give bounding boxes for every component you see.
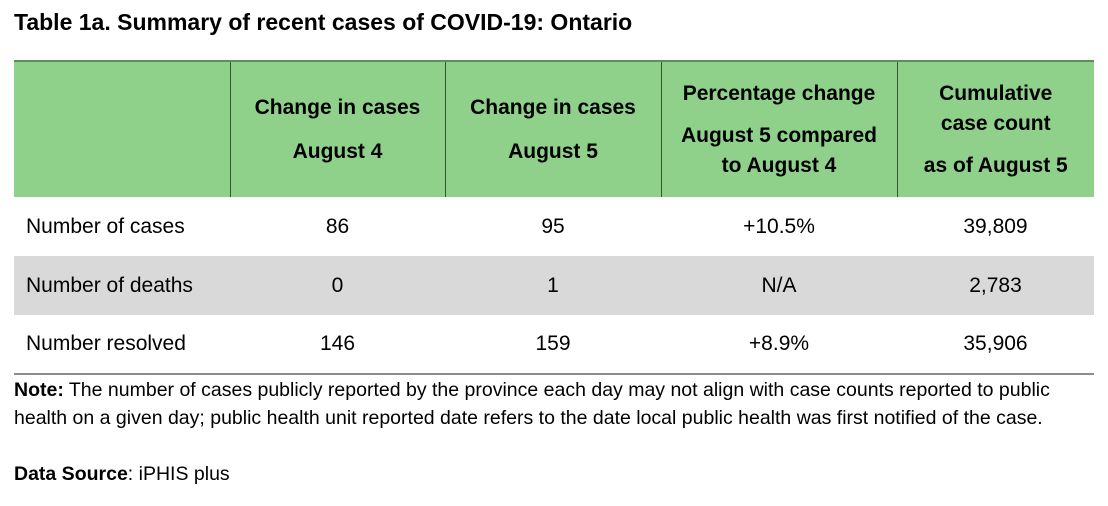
table-title: Table 1a. Summary of recent cases of COV… — [14, 9, 633, 35]
note-label: Note: — [14, 379, 64, 401]
covid-summary-table: Change in cases August 4 Change in cases… — [14, 60, 1094, 375]
cell-value: 2,783 — [969, 273, 1022, 297]
cell-value: 86 — [325, 214, 350, 238]
header-line: August 4 — [292, 139, 383, 163]
cell-value: 0 — [331, 273, 344, 297]
cell-value: 95 — [541, 214, 565, 238]
row-label-deaths: Number of deaths — [26, 273, 193, 297]
header-line: as of August 5 — [923, 153, 1068, 177]
header-cell-blank — [14, 61, 230, 197]
header-line: Cumulative — [939, 81, 1053, 105]
table-row: Number of cases 86 95 +10.5% 39,809 — [14, 197, 1094, 256]
header-line: Change in cases — [470, 95, 636, 119]
cell-value: +10.5% — [743, 214, 815, 238]
header-line: to August 4 — [721, 153, 837, 177]
data-source-label: Data Source — [14, 463, 128, 485]
note-text: The number of cases publicly reported by… — [14, 379, 1050, 429]
header-line: August 5 — [508, 139, 598, 163]
header-cell-change-aug4: Change in cases August 4 — [229, 61, 445, 197]
table-row: Number of deaths 0 1 N/A 2,783 — [14, 256, 1094, 315]
header-line: August 5 compared — [680, 123, 878, 147]
cell-value: 146 — [319, 332, 356, 355]
cell-value: 35,906 — [963, 332, 1028, 355]
cell-value: N/A — [761, 273, 797, 297]
header-cell-change-aug5: Change in cases August 5 — [444, 61, 661, 197]
header-line: Change in cases — [254, 95, 421, 119]
header-line: case count — [940, 111, 1051, 135]
row-label-cases: Number of cases — [26, 214, 185, 238]
table-note: Note: The number of cases publicly repor… — [14, 376, 1099, 432]
data-source-text: : iPHIS plus — [127, 463, 230, 485]
header-row: Change in cases August 4 Change in cases… — [14, 61, 1094, 197]
cell-value: 159 — [535, 332, 571, 355]
header-cell-percentage-change: Percentage change August 5 compared to A… — [660, 61, 897, 197]
table-row: Number resolved 146 159 +8.9% 35,906 — [14, 315, 1094, 374]
data-source: Data Source: iPHIS plus — [14, 460, 230, 488]
header-line: Percentage change — [682, 81, 876, 105]
row-label-resolved: Number resolved — [26, 332, 186, 355]
cell-value: 39,809 — [963, 214, 1028, 238]
cell-value: 1 — [547, 273, 559, 297]
cell-value: +8.9% — [748, 332, 810, 355]
header-cell-cumulative: Cumulative case count as of August 5 — [896, 61, 1094, 197]
